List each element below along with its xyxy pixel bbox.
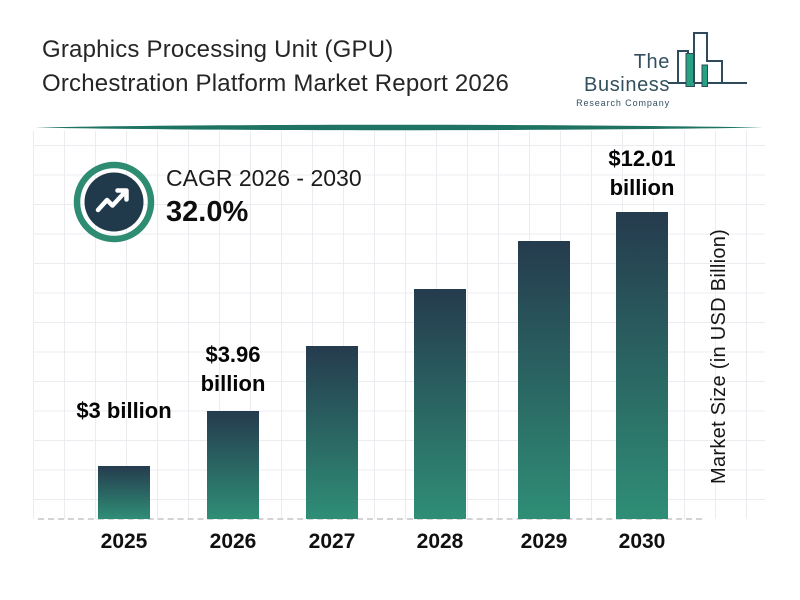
logo-company-subtitle: Research Company xyxy=(576,98,670,108)
x-tick-2026: 2026 xyxy=(209,530,257,553)
logo-bar-chart-icon xyxy=(668,32,747,87)
x-tick-2027: 2027 xyxy=(308,530,356,553)
x-tick-2030: 2030 xyxy=(618,530,666,553)
bar-2025 xyxy=(98,466,150,519)
cagr-value: 32.0% xyxy=(166,196,249,228)
bar-2028 xyxy=(414,289,466,519)
logo-company-name: The Business xyxy=(584,51,670,96)
bar-2030 xyxy=(616,212,668,519)
value-label-2030: $12.01 billion xyxy=(608,146,676,200)
page-title: Graphics Processing Unit (GPU) Orchestra… xyxy=(42,33,509,101)
x-tick-2025: 2025 xyxy=(100,530,148,553)
value-label-2025: $3 billion xyxy=(76,398,172,423)
x-tick-2028: 2028 xyxy=(416,530,464,553)
bar-2026 xyxy=(207,411,259,519)
page-title-line2: Orchestration Platform Market Report 202… xyxy=(42,70,510,97)
x-tick-2029: 2029 xyxy=(520,530,568,553)
x-axis-baseline xyxy=(38,518,702,520)
page-title-line1: Graphics Processing Unit (GPU) xyxy=(42,36,394,63)
bar-2027 xyxy=(306,346,358,519)
trending-up-icon xyxy=(73,161,155,243)
header-divider xyxy=(35,124,765,131)
bar-2029 xyxy=(518,241,570,519)
value-label-2026: $3.96 billion xyxy=(200,342,266,396)
cagr-period-label: CAGR 2026 - 2030 xyxy=(166,165,362,191)
company-logo: The Business Research Company xyxy=(551,51,670,108)
y-axis-label: Market Size (in USD Billion) xyxy=(708,228,730,484)
